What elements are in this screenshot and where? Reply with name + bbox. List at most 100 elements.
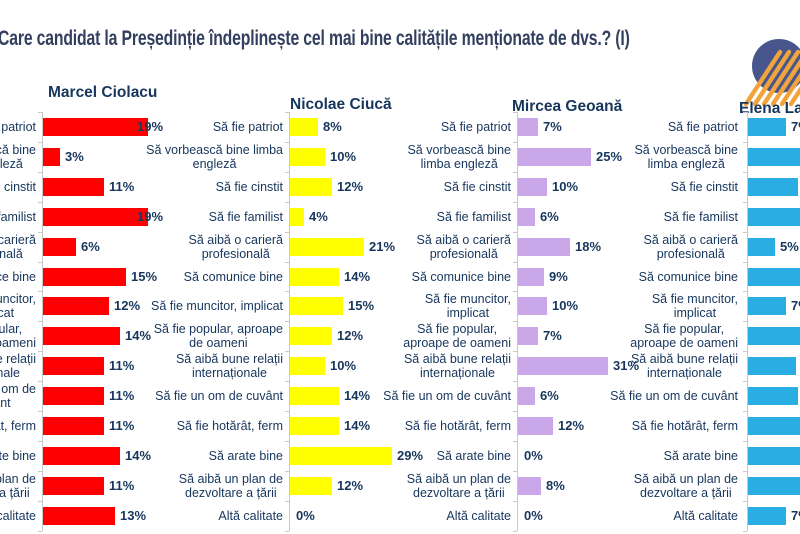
axis-tick	[285, 202, 289, 203]
category-label-text: Să fie patriot	[1, 120, 36, 134]
axis-tick	[38, 471, 42, 472]
category-label-text: Să aibă o carieră profesională	[0, 233, 36, 261]
category-label-text: Să fie cinstit	[443, 180, 511, 194]
value-label: 6%	[81, 239, 100, 254]
value-label: 12%	[558, 418, 585, 433]
category-label: Să fie hotărât, ferm	[568, 411, 738, 441]
category-label-text: Să fie hotărât, ferm	[176, 419, 283, 433]
axis-tick	[743, 471, 747, 472]
axis-tick	[743, 501, 747, 502]
value-bar	[290, 417, 339, 435]
column-header: Nicolae Ciucă	[290, 96, 392, 113]
value-bar	[43, 387, 104, 405]
axis-tick	[38, 262, 42, 263]
category-label-text: Să fie un om de cuvânt	[610, 389, 738, 403]
value-bar	[518, 297, 547, 315]
value-bar	[43, 327, 120, 345]
value-label: 15%	[348, 298, 375, 313]
value-label: 12%	[337, 478, 364, 493]
category-label-text: Să fie cinstit	[670, 180, 738, 194]
category-label-text: Să aibă un plan de dezvoltare a țării	[633, 472, 738, 500]
category-label: Să fie popular, aproape de oameni	[341, 321, 511, 351]
value-label: 8%	[323, 119, 342, 134]
axis-tick	[285, 471, 289, 472]
category-label: Să fie un om de cuvânt	[341, 381, 511, 411]
category-label-text: Să vorbească bine limba engleză	[0, 143, 36, 171]
category-label-text: Să fie muncitor, implicat	[651, 292, 738, 320]
axis-tick	[38, 441, 42, 442]
value-bar	[748, 327, 800, 345]
value-label: 6%	[540, 209, 559, 224]
category-label-text: Să arate bine	[0, 449, 36, 463]
value-bar	[748, 447, 800, 465]
axis-tick	[285, 172, 289, 173]
value-label: 10%	[330, 149, 357, 164]
category-axis-line	[42, 112, 43, 531]
category-label: Să fie hotărât, ferm	[0, 411, 36, 441]
value-bar	[290, 357, 325, 375]
axis-tick	[38, 291, 42, 292]
category-label-text: Să fie un om de cuvânt	[0, 382, 36, 410]
axis-tick	[513, 291, 517, 292]
value-bar	[43, 268, 126, 286]
category-label-text: Să fie familist	[436, 210, 511, 224]
value-bar	[518, 118, 538, 136]
axis-tick	[743, 381, 747, 382]
category-label: Să aibă un plan de dezvoltare a țării	[568, 471, 738, 501]
value-label: 25%	[596, 149, 623, 164]
category-label: Să aibă bune relații internaționale	[341, 351, 511, 381]
category-label-text: Să fie cinstit	[0, 180, 36, 194]
category-label-text: Să aibă un plan de dezvoltare a țării	[406, 472, 511, 500]
value-label: 7%	[543, 328, 562, 343]
value-bar	[748, 507, 786, 525]
category-label-text: Să aibă o carieră profesională	[643, 233, 738, 261]
value-label: 14%	[344, 269, 371, 284]
value-label: 11%	[109, 418, 135, 433]
category-label-text: Să fie familist	[0, 210, 36, 224]
decoration-stripes-icon	[743, 49, 800, 107]
axis-tick	[513, 501, 517, 502]
category-axis-line	[517, 112, 518, 531]
category-label: Să aibă o carieră profesională	[0, 232, 36, 262]
value-label: 6%	[540, 388, 559, 403]
category-label-text: Să aibă bune relații internaționale	[175, 352, 283, 380]
axis-tick	[513, 441, 517, 442]
category-label-text: Să fie muncitor, implicat	[424, 292, 511, 320]
axis-tick	[38, 202, 42, 203]
category-label: Să arate bine	[568, 441, 738, 471]
value-label: 21%	[369, 239, 396, 254]
category-label-text: Să vorbească bine limba engleză	[634, 143, 738, 171]
value-label: 14%	[125, 328, 152, 343]
value-bar	[290, 178, 332, 196]
column-header: Marcel Ciolacu	[48, 84, 158, 101]
value-label: 19%	[137, 119, 164, 134]
category-label-text: Să vorbească bine limba engleză	[407, 143, 511, 171]
value-label: 12%	[114, 298, 141, 313]
axis-tick	[285, 381, 289, 382]
category-label: Să aibă un plan de dezvoltare a țării	[113, 471, 283, 501]
category-label: Să fie popular, aproape de oameni	[113, 321, 283, 351]
value-bar	[748, 208, 800, 226]
category-label: Să fie popular, aproape de oameni	[568, 321, 738, 351]
axis-tick	[285, 291, 289, 292]
category-label-text: Altă calitate	[446, 509, 511, 523]
category-label: Altă calitate	[113, 501, 283, 531]
axis-tick	[38, 531, 42, 532]
value-bar	[43, 357, 104, 375]
axis-tick	[285, 411, 289, 412]
value-label: 10%	[552, 298, 579, 313]
value-label: 29%	[397, 448, 424, 463]
axis-tick	[743, 202, 747, 203]
category-label-text: Altă calitate	[673, 509, 738, 523]
category-label: Să aibă bune relații internaționale	[113, 351, 283, 381]
corner-decoration	[743, 39, 800, 107]
category-label: Altă calitate	[568, 501, 738, 531]
category-label-text: Să fie patriot	[212, 120, 283, 134]
value-bar	[518, 387, 535, 405]
axis-tick	[285, 321, 289, 322]
value-label: 9%	[549, 269, 568, 284]
axis-tick	[743, 321, 747, 322]
axis-tick	[513, 351, 517, 352]
value-bar	[290, 148, 325, 166]
category-label-text: Să fie familist	[208, 210, 283, 224]
